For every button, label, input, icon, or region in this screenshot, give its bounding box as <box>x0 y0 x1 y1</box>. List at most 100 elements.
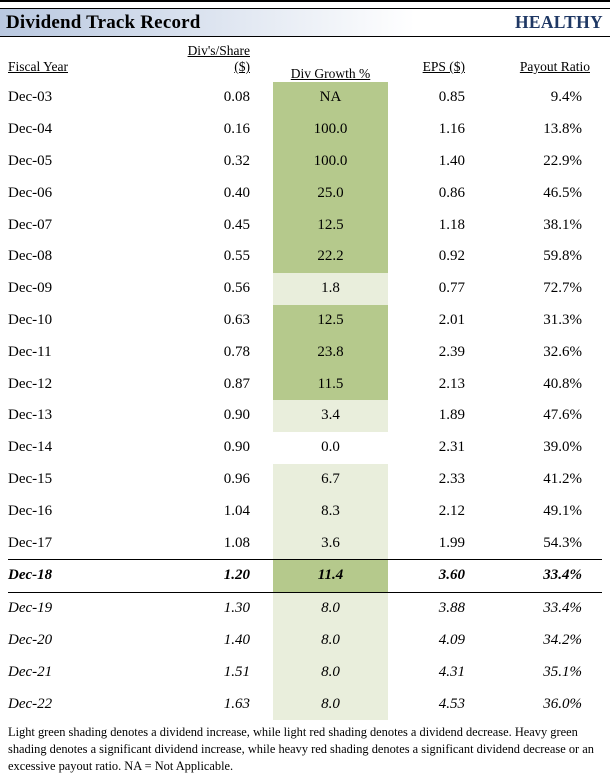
div-share-cell: 1.40 <box>223 631 250 648</box>
payout-ratio-cell: 13.8% <box>543 121 582 138</box>
eps-cell: 3.88 <box>438 600 465 617</box>
growth-shade-cell: 12.5 <box>273 304 388 337</box>
div-growth-cell: 8.0 <box>265 624 396 657</box>
eps-cell: 0.92 <box>438 248 465 265</box>
payout-ratio-cell: 54.3% <box>543 534 582 551</box>
eps-cell: 4.09 <box>438 631 465 648</box>
fiscal-year-cell: Dec-20 <box>8 631 53 648</box>
div-share-cell: 1.51 <box>223 663 250 680</box>
eps-cell: 1.40 <box>438 152 465 169</box>
fiscal-year-cell: Dec-05 <box>8 152 53 169</box>
column-header-div-share: Div's/Share ($) <box>187 43 250 74</box>
column-header-row: Fiscal Year Div's/Share ($) Div Growth %… <box>8 37 602 82</box>
payout-ratio-cell: 41.2% <box>543 470 582 487</box>
fiscal-year-cell: Dec-04 <box>8 121 53 138</box>
div-share-cell: 0.87 <box>223 375 250 392</box>
growth-shade-cell: 6.7 <box>273 463 388 496</box>
div-share-cell: 0.56 <box>223 280 250 297</box>
eps-cell: 1.89 <box>438 407 465 424</box>
growth-shade-cell: 8.0 <box>273 592 388 625</box>
table-row: Dec-07 0.45 12.5 1.18 38.1% <box>8 209 602 241</box>
payout-ratio-cell: 39.0% <box>543 439 582 456</box>
growth-shade-cell: 8.0 <box>273 656 388 689</box>
div-growth-cell: 23.8 <box>265 336 396 369</box>
growth-shade-cell: 23.8 <box>273 336 388 369</box>
eps-cell: 0.86 <box>438 184 465 201</box>
fiscal-year-cell: Dec-17 <box>8 534 53 551</box>
payout-ratio-cell: 40.8% <box>543 375 582 392</box>
table-row: Dec-06 0.40 25.0 0.86 46.5% <box>8 177 602 210</box>
div-share-cell: 0.90 <box>223 407 250 424</box>
payout-ratio-cell: 9.4% <box>550 89 582 106</box>
growth-shade-cell: 22.2 <box>273 240 388 273</box>
eps-cell: 4.53 <box>438 695 465 712</box>
growth-shade-cell: 3.4 <box>273 399 388 432</box>
fiscal-year-cell: Dec-07 <box>8 216 53 233</box>
page-title: Dividend Track Record <box>6 11 201 33</box>
fiscal-year-cell: Dec-21 <box>8 663 53 680</box>
div-share-cell: 1.08 <box>223 534 250 551</box>
table-row: Dec-09 0.56 1.8 0.77 72.7% <box>8 272 602 305</box>
fiscal-year-cell: Dec-09 <box>8 280 53 297</box>
growth-shade-cell: 0.0 <box>321 439 340 456</box>
div-share-cell: 0.40 <box>223 184 250 201</box>
payout-ratio-cell: 32.6% <box>543 343 582 360</box>
table-row: Dec-17 1.08 3.6 1.99 54.3% <box>8 527 602 559</box>
table-row: Dec-03 0.08 NA 0.85 9.4% <box>8 82 602 114</box>
div-growth-cell: 100.0 <box>265 113 396 146</box>
div-growth-cell: 11.4 <box>265 558 396 593</box>
div-growth-cell: 12.5 <box>265 304 396 337</box>
growth-shade-cell: 12.5 <box>273 209 388 241</box>
fiscal-year-cell: Dec-11 <box>8 343 52 360</box>
growth-shade-cell: 8.0 <box>273 624 388 657</box>
fiscal-year-cell: Dec-22 <box>8 695 53 712</box>
growth-shade-cell: 8.3 <box>273 495 388 528</box>
payout-ratio-cell: 38.1% <box>543 216 582 233</box>
growth-shade-cell: 25.0 <box>273 177 388 210</box>
column-header-payout-ratio: Payout Ratio <box>519 59 590 74</box>
payout-ratio-cell: 46.5% <box>543 184 582 201</box>
eps-cell: 4.31 <box>438 663 465 680</box>
payout-ratio-cell: 47.6% <box>543 407 582 424</box>
table-row: Dec-13 0.90 3.4 1.89 47.6% <box>8 399 602 432</box>
eps-cell: 0.77 <box>438 280 465 297</box>
status-badge: HEALTHY <box>514 12 603 32</box>
eps-cell: 2.31 <box>438 439 465 456</box>
payout-ratio-cell: 22.9% <box>543 152 582 169</box>
growth-shade-cell: 1.8 <box>273 272 388 305</box>
div-share-cell: 0.96 <box>223 470 250 487</box>
div-share-cell: 0.16 <box>223 121 250 138</box>
div-share-cell: 0.63 <box>223 311 250 328</box>
growth-shade-cell: 11.5 <box>273 368 388 400</box>
div-share-cell: 0.55 <box>223 248 250 265</box>
fiscal-year-cell: Dec-19 <box>8 600 53 617</box>
div-growth-cell: 3.4 <box>265 399 396 432</box>
title-bar: Dividend Track Record HEALTHY <box>0 8 610 37</box>
table-row: Dec-04 0.16 100.0 1.16 13.8% <box>8 113 602 146</box>
table-row: Dec-20 1.40 8.0 4.09 34.2% <box>8 624 602 657</box>
div-share-cell: 1.04 <box>223 502 250 519</box>
growth-shade-cell: 8.0 <box>273 688 388 720</box>
fiscal-year-cell: Dec-14 <box>8 439 53 456</box>
payout-ratio-cell: 49.1% <box>543 502 582 519</box>
div-growth-cell: 25.0 <box>265 177 396 210</box>
div-growth-cell: 12.5 <box>265 209 396 241</box>
table-row: Dec-08 0.55 22.2 0.92 59.8% <box>8 240 602 273</box>
div-share-cell: 0.90 <box>223 439 250 456</box>
table-row: Dec-11 0.78 23.8 2.39 32.6% <box>8 336 602 369</box>
payout-ratio-cell: 35.1% <box>543 663 582 680</box>
growth-shade-cell: 100.0 <box>273 113 388 146</box>
dividend-table-body: Dec-03 0.08 NA 0.85 9.4% Dec-04 0.16 100.0 1.16 1… <box>8 82 602 720</box>
payout-ratio-cell: 59.8% <box>543 248 582 265</box>
growth-shade-cell: 11.4 <box>273 559 388 592</box>
table-row: Dec-05 0.32 100.0 1.40 22.9% <box>8 145 602 178</box>
table-row: Dec-12 0.87 11.5 2.13 40.8% <box>8 368 602 400</box>
eps-cell: 3.60 <box>396 558 485 593</box>
eps-cell: 1.18 <box>438 216 465 233</box>
div-growth-cell: 100.0 <box>265 145 396 178</box>
eps-cell: 2.39 <box>438 343 465 360</box>
growth-shade-cell: 100.0 <box>273 145 388 178</box>
eps-cell: 1.16 <box>438 121 465 138</box>
div-growth-cell: 22.2 <box>265 240 396 273</box>
table-row: Dec-10 0.63 12.5 2.01 31.3% <box>8 304 602 337</box>
